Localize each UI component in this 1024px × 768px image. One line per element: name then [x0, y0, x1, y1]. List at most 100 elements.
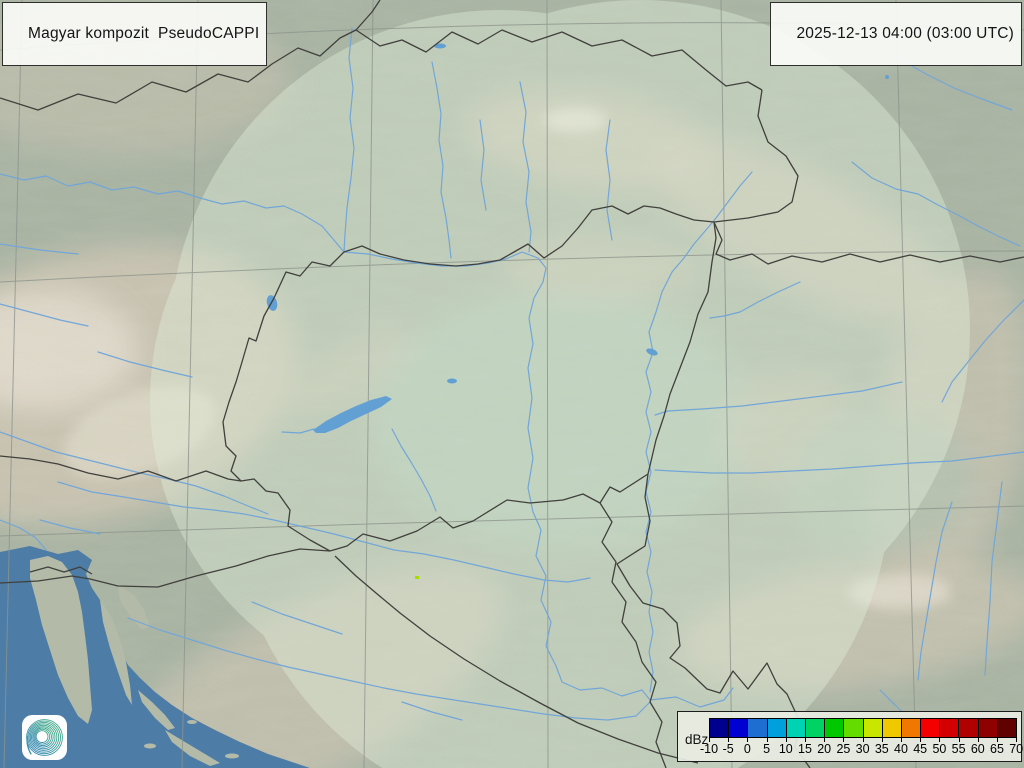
alpine-river: [39, 519, 101, 535]
border-hu-south: [329, 473, 649, 552]
tisza-river: [645, 171, 753, 693]
reservoir: [434, 43, 446, 49]
scale-tick-label: -10: [699, 742, 719, 756]
alpine-river: [0, 303, 89, 327]
dniester-river: [851, 161, 1021, 247]
radar-coverage-circle: [170, 10, 830, 670]
slovak-river: [479, 119, 487, 211]
istria-peninsula: [30, 556, 92, 724]
scale-tick-label: 45: [913, 742, 928, 756]
border-hr-srb-bih: [599, 502, 667, 768]
scale-cell: [863, 719, 883, 737]
product-title: Magyar kompozit PseudoCAPPI: [28, 25, 260, 42]
radar-coverage-area: [150, 0, 970, 768]
scale-tick-label: 50: [932, 742, 947, 756]
lake-balaton: [313, 396, 392, 433]
prut-river: [941, 299, 1024, 403]
lake-tisza: [646, 348, 658, 356]
radar-coverage-circle: [310, 0, 970, 660]
border-hu-sk: [343, 205, 715, 267]
meridian: [363, 0, 374, 768]
meridian: [3, 0, 23, 768]
bosnian-river: [251, 601, 343, 635]
parallel: [0, 505, 1024, 537]
hron-river: [519, 81, 532, 253]
alpine-river: [0, 243, 79, 255]
border-istria: [29, 566, 93, 575]
croatian-islands: [100, 585, 239, 766]
isonzo-river: [0, 519, 47, 551]
scale-tick-label: 40: [894, 742, 908, 756]
border-hu-at-slo: [222, 251, 345, 552]
scale-tick-label: 10: [778, 742, 793, 756]
scale-unit-label: dBz: [685, 732, 709, 747]
koros-river: [654, 381, 903, 416]
reflectivity-scale: dBz -10 -5 0 5 10 15 20 25 30 35 40 45 50 55 60 65 70: [677, 711, 1024, 762]
small-lake: [885, 75, 889, 79]
scale-cell: [710, 719, 730, 737]
bosnian-river: [401, 701, 463, 721]
border-hr-bih: [334, 555, 699, 764]
meridian: [720, 0, 733, 768]
scale-cell: [901, 719, 922, 737]
border-ro-srb: [616, 473, 811, 768]
border-ua-west: [713, 89, 799, 223]
scale-cell: [767, 719, 787, 737]
scale-cell: [844, 719, 864, 737]
scale-tick-label: 35: [874, 742, 889, 756]
vah-river: [431, 61, 452, 259]
scale-tick-label: -5: [722, 742, 734, 756]
border-slo-hr: [0, 548, 331, 588]
drava-river: [57, 481, 591, 583]
product-title-box: Magyar kompozit PseudoCAPPI: [2, 2, 268, 66]
sava-river: [127, 617, 651, 721]
timestamp: 2025-12-13 04:00 (03:00 UTC): [796, 25, 1014, 42]
timestamp-box: 2025-12-13 04:00 (03:00 UTC): [770, 2, 1022, 66]
scale-cell: [921, 719, 941, 737]
hungaromet-logo: [22, 715, 67, 760]
scale-cell: [786, 719, 806, 737]
border-at-it-slo: [0, 455, 242, 482]
spiral-icon: [26, 719, 63, 756]
parallel: [0, 250, 1024, 283]
scale-cell: [940, 719, 960, 737]
scale-cells: [709, 718, 1017, 738]
border-ua-ro: [713, 221, 1024, 265]
meridian: [181, 0, 199, 768]
radar-coverage-circle: [230, 160, 890, 768]
romanian-river: [984, 481, 1003, 676]
alpine-river: [97, 351, 193, 378]
scale-cell: [959, 719, 979, 737]
lake-velence: [447, 378, 457, 384]
radar-coverage-circle: [150, 100, 750, 700]
scale-tick-label: 20: [817, 742, 832, 756]
maros-river: [654, 451, 1024, 474]
danube-river: [343, 251, 734, 708]
olt-river: [917, 501, 953, 681]
scale-tick-label: 15: [798, 742, 812, 756]
morava-river: [343, 27, 355, 253]
scale-tick-label: 30: [855, 742, 870, 756]
scale-cell: [729, 719, 749, 737]
sio-channel: [391, 428, 437, 512]
szamos-river: [709, 281, 801, 319]
scale-tick-label: 5: [763, 742, 771, 756]
border-cz-at-sk-pl: [0, 0, 763, 111]
scale-cell: [825, 719, 845, 737]
scale-tick-label: 25: [836, 742, 851, 756]
meridian: [895, 0, 917, 768]
adriatic-sea-group: [0, 546, 310, 768]
scale-tick-label: 60: [970, 742, 985, 756]
zala-river: [281, 428, 315, 434]
scale-cell: [882, 719, 902, 737]
border-hu-ro: [647, 221, 717, 475]
slovak-river: [605, 119, 613, 241]
scale-cell: [978, 719, 998, 737]
scale-tick-label: 0: [743, 742, 751, 756]
danube-river: [0, 173, 345, 253]
scale-tick-label: 70: [1009, 742, 1024, 756]
